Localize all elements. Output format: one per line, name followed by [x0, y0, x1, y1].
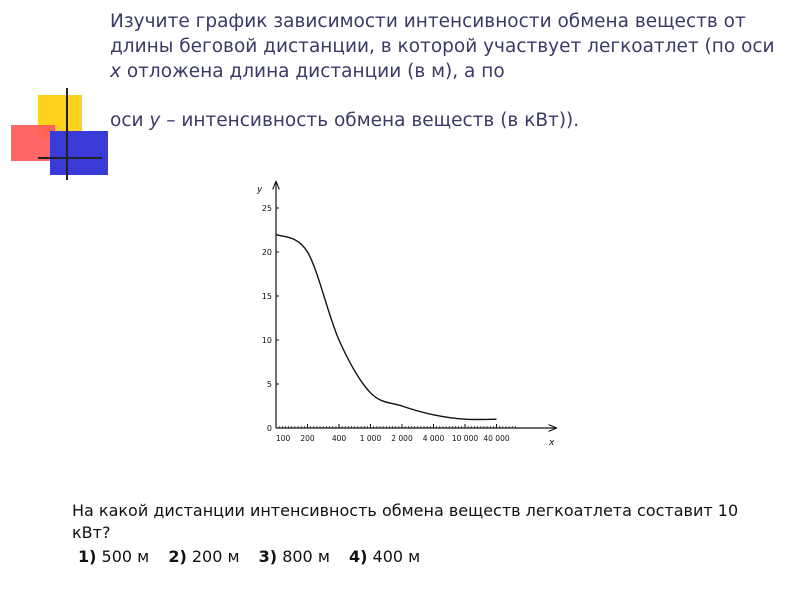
answer-number-3: 3): [258, 547, 278, 566]
intro-paragraph-1: Изучите график зависимости интенсивности…: [110, 9, 790, 84]
y-tick-label: 15: [262, 292, 272, 301]
x-tick-label: 200: [300, 434, 315, 443]
answer-number-1: 1): [78, 547, 97, 566]
y-tick-label: 10: [262, 336, 272, 345]
x-tick-label: 10 000: [452, 434, 478, 443]
answer-option-4[interactable]: 4) 400 м: [349, 547, 420, 566]
y-tick-label: 25: [262, 204, 272, 213]
task-intro: Изучите график зависимости интенсивности…: [110, 9, 790, 133]
question-text: На какой дистанции интенсивность обмена …: [72, 501, 739, 542]
y-tick-label: 0: [267, 424, 272, 433]
intro-text-1: Изучите график зависимости интенсивности…: [110, 11, 775, 57]
question-block: На какой дистанции интенсивность обмена …: [72, 500, 772, 568]
answer-text-4: 400 м: [367, 547, 421, 566]
y-ticks: 25 20 15 10 5 0: [262, 204, 279, 433]
answer-number-4: 4): [348, 547, 368, 566]
x-axis-letter: x: [548, 438, 555, 448]
intro-paragraph-2: оси y – интенсивность обмена веществ (в …: [110, 108, 790, 133]
x-tick-label: 4 000: [423, 434, 445, 443]
intro-text-2-end: – интенсивность обмена веществ (в кВт)).: [160, 110, 580, 131]
intensity-curve: [275, 233, 497, 421]
x-tick-label: 2 000: [391, 434, 413, 443]
answer-number-2: 2): [168, 547, 187, 566]
answer-text-3: 800 м: [277, 547, 330, 566]
y-tick-label: 20: [262, 248, 272, 257]
y-axis-letter: y: [256, 185, 263, 195]
answer-option-2[interactable]: 2) 200 м: [168, 547, 239, 566]
answer-option-1[interactable]: 1) 500 м: [78, 547, 149, 566]
x-tick-label: 400: [332, 434, 347, 443]
x-tick-label: 40 000: [483, 434, 509, 443]
y-tick-label: 5: [267, 380, 272, 389]
y-variable: y: [149, 110, 161, 131]
decor-red-square: [11, 125, 55, 161]
intro-text-1-end: отложена длина дистанции (в м), а по: [120, 61, 505, 82]
decor-horizontal-line: [38, 157, 102, 159]
answer-options: 1) 500 м 2) 200 м 3) 800 м 4) 400 м: [72, 546, 772, 568]
answer-text-1: 500 м: [96, 547, 150, 566]
x-tick-label: 100: [276, 434, 291, 443]
intro-text-2: оси: [110, 110, 150, 131]
x-ticks: 100 200 400 1 000 2 000 4 000 10 000 40 000: [275, 424, 516, 443]
x-tick-label: 1 000: [360, 434, 382, 443]
decor-blue-square: [50, 131, 108, 175]
x-variable: x: [110, 61, 121, 82]
answer-text-2: 200 м: [186, 547, 240, 566]
answer-option-3[interactable]: 3) 800 м: [259, 547, 330, 566]
decor-vertical-line: [66, 88, 68, 180]
